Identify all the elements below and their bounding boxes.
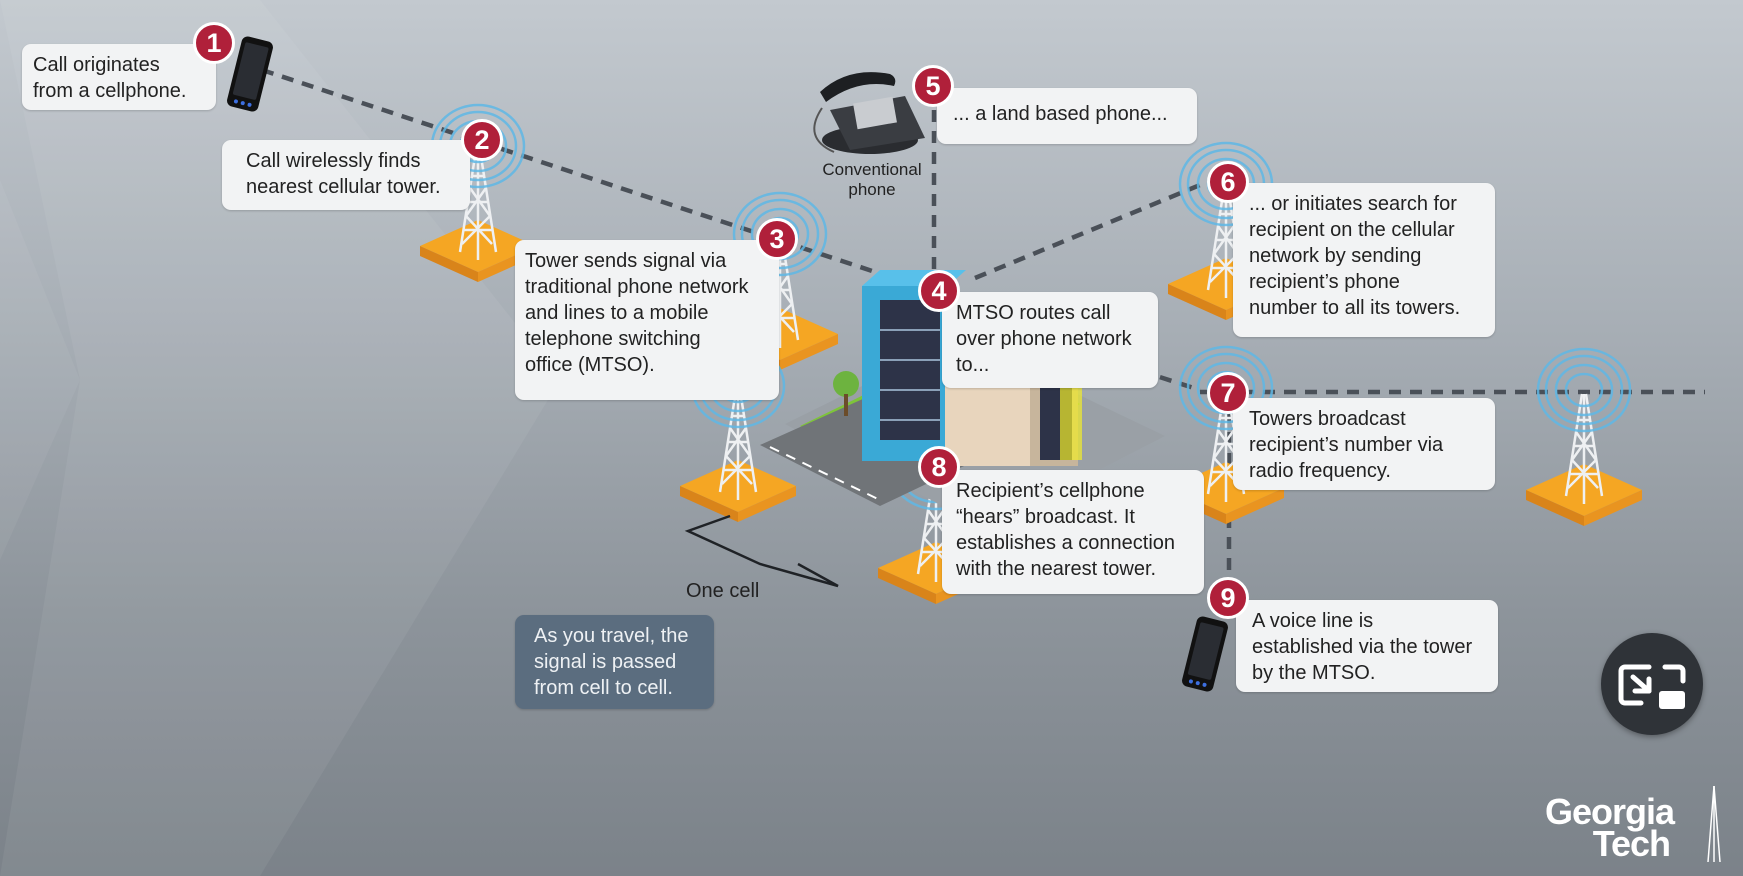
exit-fullscreen-button[interactable] (1601, 633, 1703, 735)
step-3-badge: 3 (756, 218, 798, 260)
travel-note-box: As you travel, the signal is passed from… (515, 615, 714, 709)
step-9-badge: 9 (1207, 577, 1249, 619)
step-4-text: MTSO routes call over phone network to..… (956, 302, 1132, 376)
step-5-text: ... a land based phone... (953, 103, 1168, 125)
step-6-box: ... or initiates search for recipient on… (1233, 183, 1495, 337)
georgia-tech-logo: Georgia Tech (1545, 791, 1675, 864)
travel-note-text: As you travel, the signal is passed from… (534, 625, 689, 699)
step-2-text: Call wirelessly finds nearest cellular t… (246, 150, 441, 198)
step-5-box: ... a land based phone... (937, 88, 1197, 144)
step-1-text: Call originates from a cellphone. (33, 54, 187, 102)
cellphone-icon (1180, 615, 1230, 693)
step-8-badge: 8 (918, 446, 960, 488)
exit-fullscreen-icon (1618, 664, 1686, 709)
logo-line-1: Georgia (1545, 791, 1675, 832)
step-8-text: Recipient’s cellphone “hears” broadcast.… (956, 480, 1176, 580)
step-5-badge: 5 (912, 65, 954, 107)
step-4-box: MTSO routes call over phone network to..… (942, 292, 1158, 388)
cell-tower-icon (1524, 347, 1644, 528)
step-2-box: Call wirelessly finds nearest cellular t… (222, 140, 470, 210)
step-1-box: Call originates from a cellphone. (22, 44, 216, 110)
step-7-badge: 7 (1207, 372, 1249, 414)
tech-tower-icon (1707, 786, 1721, 863)
step-1-badge: 1 (193, 22, 235, 64)
step-8-box: Recipient’s cellphone “hears” broadcast.… (942, 470, 1204, 594)
step-2-badge: 2 (461, 119, 503, 161)
conventional-phone-icon (813, 72, 925, 154)
conventional-phone-label: Conventional phone (822, 160, 922, 199)
one-cell-bracket (684, 514, 839, 588)
step-3-text: Tower sends signal via traditional phone… (525, 250, 749, 376)
step-6-badge: 6 (1207, 161, 1249, 203)
logo-line-2: Tech (1592, 823, 1671, 864)
step-9-text: A voice line is established via the towe… (1252, 610, 1473, 684)
step-9-box: A voice line is established via the towe… (1236, 600, 1498, 692)
step-7-text: Towers broadcast recipient’s number via … (1249, 408, 1444, 482)
step-3-box: Tower sends signal via traditional phone… (515, 240, 779, 400)
one-cell-label: One cell (686, 580, 760, 602)
step-6-text: ... or initiates search for recipient on… (1249, 193, 1461, 319)
step-4-badge: 4 (918, 270, 960, 312)
step-7-box: Towers broadcast recipient’s number via … (1233, 398, 1495, 490)
